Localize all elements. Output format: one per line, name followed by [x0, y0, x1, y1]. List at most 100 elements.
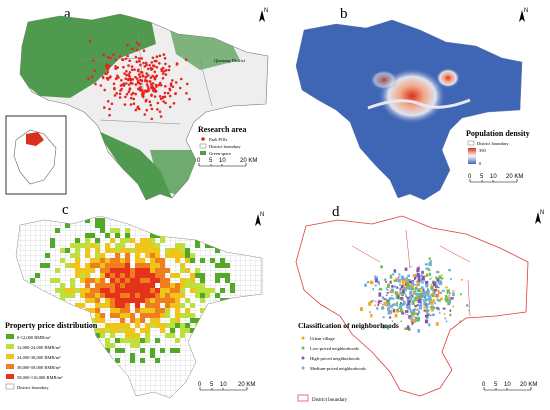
legend-swatch-c-0	[6, 334, 14, 339]
neighborhood-patch	[418, 283, 421, 286]
price-cell	[55, 303, 60, 308]
park-poi-marker	[149, 103, 152, 107]
price-cell	[185, 323, 190, 328]
price-cell	[110, 343, 115, 348]
price-cell	[110, 328, 115, 333]
price-cell	[85, 288, 90, 293]
neighborhood-patch	[391, 310, 394, 312]
price-cell	[95, 278, 100, 283]
price-cell	[125, 258, 130, 263]
price-cell	[100, 313, 105, 318]
panel-label-c: c	[62, 202, 69, 218]
north-label-b: N	[524, 8, 528, 14]
neighborhood-patch	[402, 289, 406, 294]
park-poi-marker	[138, 43, 141, 46]
price-cell	[35, 273, 40, 278]
neighborhood-patch	[368, 301, 372, 306]
neighborhood-patch	[399, 287, 401, 289]
price-cell	[115, 293, 120, 298]
price-cell	[140, 243, 145, 248]
neighborhood-patch	[419, 293, 423, 295]
legend-label-c-0: 0-12,000 RMB/m²	[17, 335, 51, 341]
neighborhood-patch	[433, 289, 436, 294]
panel-label-b: b	[340, 6, 348, 22]
park-poi-marker	[143, 113, 147, 116]
price-cell	[125, 338, 130, 343]
price-cell	[180, 223, 185, 228]
price-cell	[165, 323, 170, 328]
park-poi-marker	[185, 92, 188, 95]
park-poi-marker	[125, 82, 128, 85]
price-cell	[195, 273, 200, 278]
neighborhood-patch	[450, 297, 454, 300]
park-poi-marker	[153, 70, 157, 74]
neighborhood-patch	[416, 286, 418, 288]
park-poi-marker	[126, 43, 129, 47]
price-cell	[55, 278, 60, 283]
price-cell	[140, 258, 145, 263]
price-cell	[145, 243, 150, 248]
neighborhood-patch	[407, 301, 410, 304]
neighborhood-patch	[374, 284, 377, 287]
price-cell	[50, 238, 55, 243]
neighborhood-patch	[409, 291, 413, 296]
neighborhood-patch	[428, 295, 432, 299]
price-cell	[175, 303, 180, 308]
neighborhood-patch	[434, 288, 437, 292]
park-poi-marker	[157, 83, 161, 87]
park-poi-marker	[180, 77, 183, 81]
price-cell	[225, 263, 230, 268]
legend-swatch-c-1	[6, 344, 14, 349]
price-cell	[85, 293, 90, 298]
park-poi-marker	[149, 76, 153, 79]
inset-highlight	[26, 132, 44, 146]
price-cell	[175, 253, 180, 258]
neighborhood-patch	[395, 293, 399, 296]
park-poi-marker	[145, 108, 149, 112]
price-cell	[150, 233, 155, 238]
price-cell	[110, 333, 115, 338]
price-cell	[100, 333, 105, 338]
park-poi-marker	[114, 67, 117, 70]
neighborhood-patch	[416, 272, 420, 278]
park-pois-layer	[87, 39, 191, 121]
neighborhood-patch	[418, 288, 421, 291]
price-cell	[50, 278, 55, 283]
price-cell	[150, 293, 155, 298]
neighborhood-patch	[400, 306, 402, 309]
price-cell	[185, 253, 190, 258]
neighborhood-patch	[446, 289, 450, 293]
price-cell	[105, 293, 110, 298]
neighborhood-patch	[408, 327, 411, 331]
neighborhood-patch	[444, 295, 448, 298]
price-cell	[155, 223, 160, 228]
neighborhood-patch	[406, 282, 410, 288]
price-cell	[190, 303, 195, 308]
neighborhood-patch	[399, 283, 401, 286]
price-cell	[115, 263, 120, 268]
price-cell	[215, 263, 220, 268]
neighborhood-patch	[401, 293, 404, 297]
price-cell	[70, 293, 75, 298]
park-poi-marker	[125, 70, 128, 73]
park-poi-marker	[87, 77, 90, 80]
park-poi-marker	[112, 82, 116, 86]
legend-swatch-boundary-b	[467, 140, 475, 146]
neighborhood-patch	[416, 308, 419, 311]
neighborhood-patch	[411, 280, 415, 285]
park-poi-marker	[150, 117, 154, 121]
park-poi-marker	[124, 77, 128, 80]
price-cell	[175, 338, 180, 343]
price-cell	[200, 293, 205, 298]
neighborhood-patch	[414, 312, 417, 315]
park-poi-marker	[156, 108, 159, 111]
price-cell	[185, 298, 190, 303]
district-label: Qiantang District	[214, 58, 246, 63]
neighborhood-patch	[411, 323, 413, 326]
neighborhood-patch	[435, 286, 437, 288]
price-cell	[155, 268, 160, 273]
neighborhood-patch	[410, 266, 412, 267]
price-cell	[95, 328, 100, 333]
park-poi-marker	[134, 92, 137, 96]
price-cell	[180, 303, 185, 308]
